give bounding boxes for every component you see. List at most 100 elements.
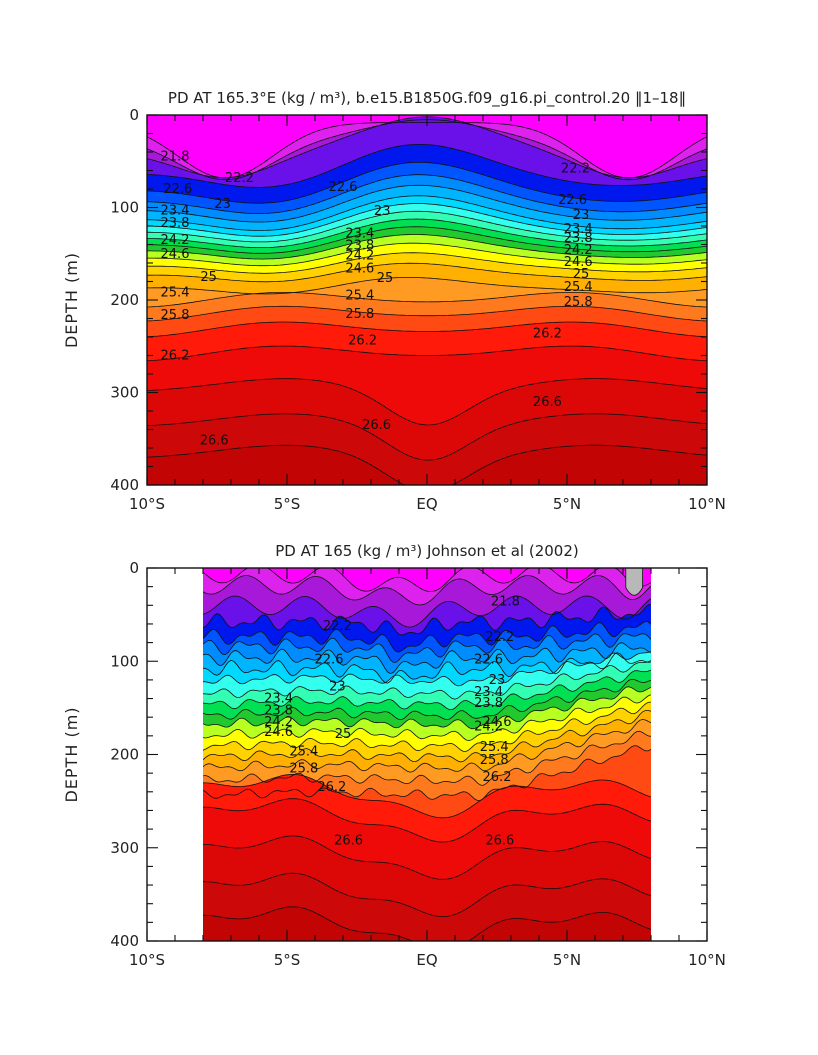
contour-label: 24.6 bbox=[564, 255, 593, 270]
density-band-15 bbox=[147, 252, 707, 282]
isopycnal-line bbox=[203, 798, 651, 843]
contour-label: 22.6 bbox=[315, 652, 344, 667]
contour-label: 24.2 bbox=[564, 243, 593, 258]
contour-label: 22.6 bbox=[163, 182, 192, 197]
density-band-22 bbox=[203, 835, 651, 917]
density-band-12 bbox=[147, 226, 707, 260]
model-density-section: 21.822.222.623.4 2323.824.224.62525.425.8… bbox=[62, 89, 726, 513]
contour-label: 23.4 bbox=[161, 203, 190, 218]
axis-ticks bbox=[146, 567, 708, 942]
density-band-16 bbox=[147, 263, 707, 294]
isopycnal-line bbox=[147, 226, 707, 254]
density-band-17 bbox=[147, 277, 707, 308]
isopycnal-line bbox=[147, 195, 707, 231]
y-tick-label: 300 bbox=[110, 839, 139, 857]
contour-label: 25 bbox=[335, 727, 352, 742]
density-band-9 bbox=[203, 651, 651, 700]
density-band-0 bbox=[147, 115, 707, 178]
density-band-22 bbox=[147, 378, 707, 461]
contour-label: 24.2 bbox=[474, 720, 503, 735]
contour-label: 22.6 bbox=[329, 180, 358, 195]
isopycnal-line bbox=[203, 710, 651, 763]
contour-label: 21.8 bbox=[491, 595, 520, 610]
density-band-19 bbox=[147, 306, 707, 337]
density-band-10 bbox=[147, 211, 707, 248]
isopycnal-line bbox=[203, 694, 651, 742]
density-band-1 bbox=[203, 568, 651, 605]
contour-label: 22.2 bbox=[323, 619, 352, 634]
contour-label: 25.4 bbox=[480, 740, 509, 755]
contour-label: 24.2 bbox=[345, 249, 374, 264]
contour-label: 22.6 bbox=[474, 652, 503, 667]
contour-label: 22.6 bbox=[558, 193, 587, 208]
density-band-1 bbox=[147, 119, 707, 180]
isopycnal-line bbox=[147, 262, 707, 283]
isopycnal-line bbox=[147, 203, 707, 237]
isopycnal-line bbox=[203, 604, 651, 636]
contour-fill bbox=[147, 115, 707, 485]
contour-labels: 21.822.222.623.4 2323.824.224.62525.425.8… bbox=[161, 150, 593, 449]
isopycnal-line bbox=[203, 730, 651, 786]
x-tick-label: 5°N bbox=[553, 495, 581, 513]
density-band-20 bbox=[203, 774, 651, 842]
isopycnal-line bbox=[203, 701, 651, 752]
contour-label: 22.2 bbox=[485, 630, 514, 645]
contour-fill bbox=[203, 568, 651, 941]
isopycnal-line bbox=[147, 184, 707, 223]
isopycnal-line bbox=[147, 444, 707, 485]
contour-label: 23 bbox=[214, 197, 231, 212]
contour-label: 23.8 bbox=[474, 696, 503, 711]
isopycnal-line bbox=[203, 642, 651, 675]
isopycnal-line bbox=[147, 321, 707, 338]
y-tick-label: 100 bbox=[110, 199, 139, 217]
y-axis-label: DEPTH (m) bbox=[62, 252, 81, 348]
isopycnal-line bbox=[203, 745, 651, 801]
contour-label: 24.2 bbox=[161, 233, 190, 248]
contour-label: 25.4 bbox=[289, 745, 318, 760]
isopycnal-line bbox=[203, 906, 651, 941]
density-band-20 bbox=[147, 322, 707, 361]
isopycnal-line bbox=[203, 669, 651, 710]
chart-title: PD AT 165 (kg / m³) Johnson et al (2002) bbox=[275, 542, 578, 560]
contour-label: 25 bbox=[573, 267, 590, 282]
density-band-23 bbox=[147, 413, 707, 485]
density-band-17 bbox=[203, 719, 651, 786]
contour-label: 26.6 bbox=[485, 833, 514, 848]
density-band-23 bbox=[203, 873, 651, 941]
contour-label: 26.6 bbox=[362, 418, 391, 433]
density-band-0 bbox=[203, 568, 651, 592]
y-tick-label: 0 bbox=[129, 106, 139, 124]
density-band-15 bbox=[203, 702, 651, 762]
density-band-4 bbox=[203, 604, 651, 653]
y-tick-label: 300 bbox=[110, 384, 139, 402]
chart-title: PD AT 165.3°E (kg / m³), b.e15.B1850G.f0… bbox=[168, 89, 686, 108]
isopycnal-line bbox=[203, 835, 651, 880]
isopycnal-line bbox=[147, 413, 707, 461]
contour-label: 23 bbox=[374, 204, 391, 219]
density-band-3 bbox=[203, 596, 651, 635]
density-band-12 bbox=[203, 679, 651, 729]
contour-label: 25.8 bbox=[161, 308, 190, 323]
density-band-11 bbox=[147, 219, 707, 254]
x-tick-label: 10°S bbox=[129, 951, 165, 969]
x-tick-label: 5°S bbox=[274, 495, 301, 513]
contour-label: 23.8 bbox=[264, 704, 293, 719]
density-band-6 bbox=[203, 633, 651, 674]
isopycnal-line bbox=[203, 660, 651, 700]
isopycnal-line bbox=[147, 218, 707, 249]
y-axis-label: DEPTH (m) bbox=[62, 706, 81, 802]
isopycnal-line bbox=[203, 872, 651, 917]
missing-data-patch bbox=[625, 568, 643, 596]
isopycnal-line bbox=[147, 291, 707, 308]
contour-label: 26.2 bbox=[483, 770, 512, 785]
contour-label: 23.4 bbox=[264, 692, 293, 707]
y-tick-label: 400 bbox=[110, 476, 139, 494]
contour-label: 26.2 bbox=[348, 334, 377, 349]
isopycnal-line bbox=[203, 595, 651, 628]
isopycnal-line bbox=[147, 345, 707, 362]
contour-label: 25.4 bbox=[564, 280, 593, 295]
axis-ticks bbox=[146, 114, 708, 486]
contour-label: 26.2 bbox=[317, 780, 346, 795]
isopycnal-line bbox=[203, 650, 651, 687]
